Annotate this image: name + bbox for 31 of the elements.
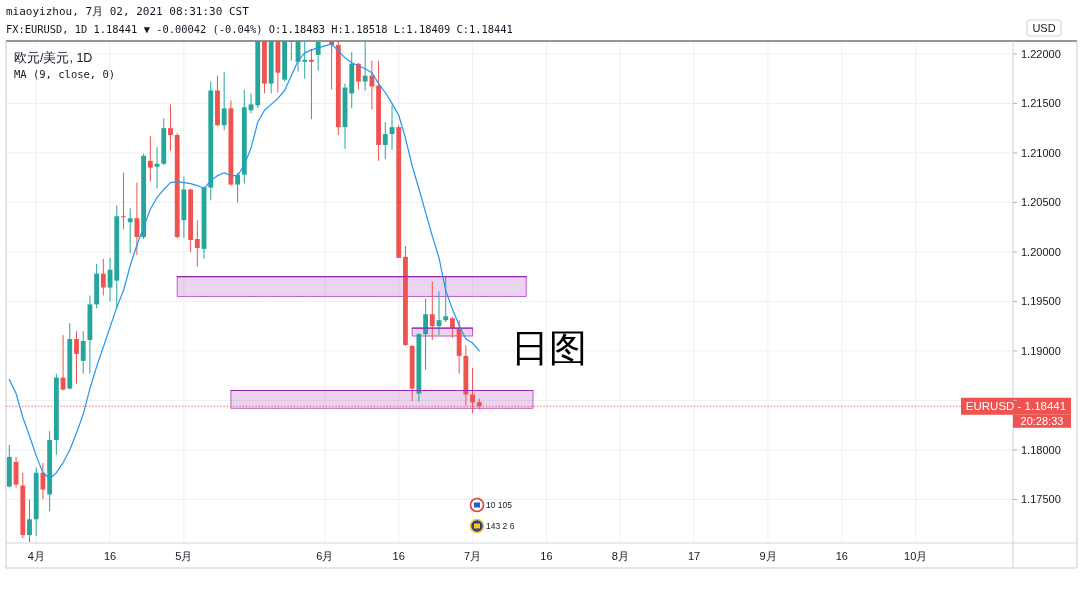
x-tick-label: 16 — [392, 550, 405, 562]
y-tick-label: 1.21500 — [1021, 97, 1061, 110]
ref-line-label: EURUSD - 1.18441 — [965, 400, 1067, 413]
text: 20:28:33 — [1020, 415, 1064, 428]
x-tick-label: 16 — [103, 550, 117, 562]
annotation: 日图 — [511, 327, 587, 369]
y-tick-label: 1.19000 — [1021, 344, 1061, 357]
y-tick-label: 1.20500 — [1021, 196, 1061, 209]
x-tick-label: 8月 — [611, 550, 629, 562]
x-tick-label: 4月 — [27, 550, 45, 562]
y-tick-label: 1.18000 — [1021, 443, 1061, 456]
x-tick-label: 16 — [540, 550, 553, 562]
y-tick-label: 1.22000 — [1021, 47, 1061, 60]
y-tick-label: 1.19500 — [1021, 295, 1061, 308]
y-tick-label: 1.17500 — [1021, 493, 1061, 506]
x-tick-label: 5月 — [175, 550, 193, 562]
x-tick-label: 10月 — [904, 550, 928, 562]
annotation: 10 105 — [486, 500, 513, 510]
annotation: 欧元/美元, 1D — [14, 50, 93, 65]
annotation: MA (9, close, 0) — [14, 68, 116, 80]
y-axis-title: USD — [1032, 22, 1056, 34]
x-tick-label: 9月 — [759, 550, 777, 562]
chart-subtitle: FX:EURUSD, 1D 1.18441 ▼ -0.00042 (-0.04%) O:1.18483 H:1.18518 L:1.18409 C:1.18441 — [6, 23, 513, 35]
x-tick-label: 6月 — [316, 550, 334, 562]
y-tick-label: 1.21000 — [1021, 146, 1061, 159]
y-tick-label: 1.20000 — [1021, 245, 1061, 258]
x-tick-label: 17 — [687, 550, 701, 562]
annotation: 143 2 6 — [486, 521, 515, 531]
x-tick-label: 7月 — [464, 550, 482, 562]
chart-title: miaoyizhou, 7月 02, 2021 08:31:30 CST — [6, 5, 250, 18]
x-tick-label: 16 — [835, 550, 848, 562]
